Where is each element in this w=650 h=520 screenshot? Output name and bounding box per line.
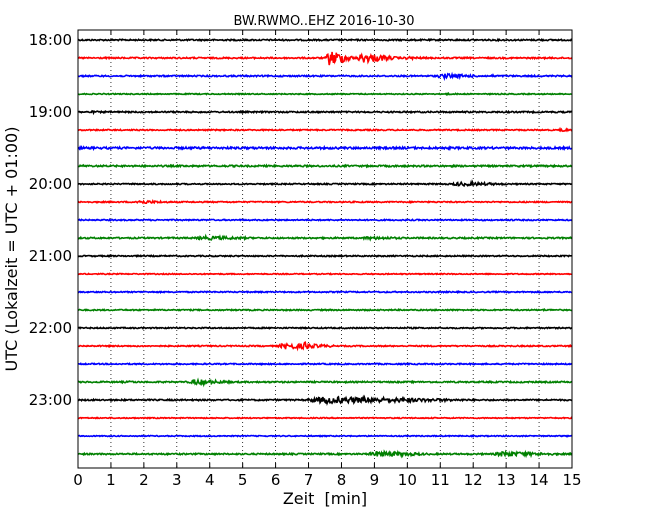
trace-line: [77, 51, 573, 66]
trace-line: [77, 394, 573, 406]
trace-line: [77, 254, 573, 258]
x-tick-label: 0: [73, 471, 83, 489]
y-tick-label: 19:00: [29, 103, 72, 121]
axis-ticks: [77, 30, 573, 468]
trace-line: [77, 434, 573, 438]
x-axis-label: Zeit [min]: [283, 489, 367, 508]
trace-line: [77, 91, 573, 96]
y-tick-label: 22:00: [29, 319, 72, 337]
trace-line: [78, 308, 573, 313]
x-tick-label: 14: [530, 471, 549, 489]
trace-line: [77, 71, 573, 82]
trace-line: [77, 272, 573, 276]
x-tick-label: 7: [304, 471, 314, 489]
trace-line: [77, 377, 573, 388]
x-tick-label: 9: [370, 471, 380, 489]
x-tick-label: 13: [497, 471, 516, 489]
x-tick-label: 10: [398, 471, 417, 489]
y-axis-label: UTC (Lokalzeit = UTC + 01:00): [2, 127, 21, 372]
plot-frame: [77, 29, 573, 469]
x-tick-label: 6: [271, 471, 281, 489]
trace-line: [77, 126, 573, 133]
x-tick-label: 2: [139, 471, 149, 489]
trace-line: [77, 233, 573, 242]
trace-line: [77, 217, 573, 222]
trace-line: [77, 289, 573, 295]
trace-line: [77, 341, 573, 352]
x-tick-label: 12: [464, 471, 483, 489]
y-tick-label: 20:00: [29, 175, 72, 193]
trace-line: [77, 362, 573, 367]
trace-line: [77, 109, 573, 116]
trace-line: [77, 37, 573, 43]
trace-line: [77, 144, 573, 152]
y-tick-labels: 18:00 19:00 20:00 21:00 22:00 23:00: [29, 31, 72, 409]
seismic-traces: [77, 37, 573, 459]
x-tick-labels: 0 1 2 3 4 5 6 7 8 9 10 11 12 13 14 15: [73, 471, 581, 489]
x-tick-label: 3: [172, 471, 182, 489]
trace-line: [77, 326, 573, 330]
x-tick-label: 11: [431, 471, 450, 489]
x-tick-label: 8: [337, 471, 347, 489]
y-tick-label: 23:00: [29, 391, 72, 409]
x-tick-label: 1: [106, 471, 116, 489]
trace-line: [77, 179, 573, 188]
chart-title: BW.RWMO..EHZ 2016-10-30: [233, 14, 414, 29]
trace-line: [77, 198, 573, 205]
trace-line: [77, 449, 573, 459]
x-tick-label: 5: [238, 471, 248, 489]
y-tick-label: 21:00: [29, 247, 72, 265]
y-tick-label: 18:00: [29, 31, 72, 49]
x-tick-label: 15: [562, 471, 581, 489]
trace-line: [77, 416, 573, 420]
trace-line: [77, 163, 573, 169]
x-tick-label: 4: [205, 471, 215, 489]
